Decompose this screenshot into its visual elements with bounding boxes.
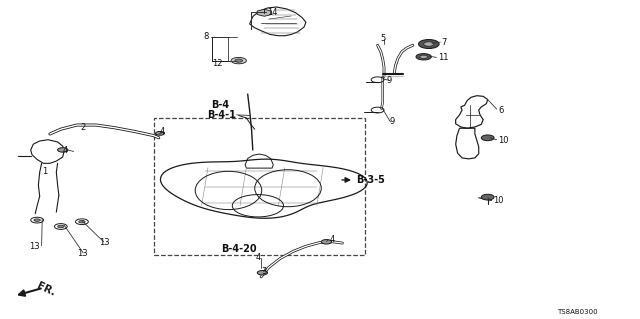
Text: 12: 12 xyxy=(212,59,223,68)
Ellipse shape xyxy=(321,240,332,244)
Ellipse shape xyxy=(481,194,494,200)
Polygon shape xyxy=(257,9,271,16)
Ellipse shape xyxy=(416,54,431,60)
Text: 14: 14 xyxy=(268,8,278,17)
Ellipse shape xyxy=(34,219,40,221)
Ellipse shape xyxy=(420,55,428,58)
Text: 4: 4 xyxy=(63,146,68,155)
Text: 3: 3 xyxy=(261,267,266,276)
Text: 8: 8 xyxy=(204,32,209,41)
Text: 10: 10 xyxy=(498,136,508,145)
Ellipse shape xyxy=(481,135,494,141)
Text: 1: 1 xyxy=(42,167,47,176)
Ellipse shape xyxy=(58,225,64,228)
Text: B-4-20: B-4-20 xyxy=(221,244,257,255)
Text: 10: 10 xyxy=(493,197,503,205)
Ellipse shape xyxy=(419,40,439,48)
Text: 7: 7 xyxy=(442,38,447,47)
Ellipse shape xyxy=(79,220,85,223)
Ellipse shape xyxy=(156,131,164,135)
Text: 4: 4 xyxy=(256,253,261,262)
Ellipse shape xyxy=(231,57,246,64)
Text: FR.: FR. xyxy=(35,280,57,298)
Text: 9: 9 xyxy=(387,76,392,85)
Text: 13: 13 xyxy=(29,242,40,251)
Text: 9: 9 xyxy=(389,117,394,126)
Text: 13: 13 xyxy=(77,249,88,258)
Ellipse shape xyxy=(424,42,434,46)
Text: B-3-5: B-3-5 xyxy=(356,175,385,185)
Text: 13: 13 xyxy=(99,238,110,247)
Text: B-4-1: B-4-1 xyxy=(207,110,236,121)
Ellipse shape xyxy=(58,148,68,152)
Text: 2: 2 xyxy=(81,123,86,132)
Text: 4: 4 xyxy=(330,235,335,244)
Text: 4: 4 xyxy=(160,127,165,136)
Text: 5: 5 xyxy=(381,34,386,43)
Text: TS8AB0300: TS8AB0300 xyxy=(557,309,597,315)
Text: 11: 11 xyxy=(438,53,449,62)
Text: 6: 6 xyxy=(498,106,503,115)
Ellipse shape xyxy=(235,59,243,62)
Bar xyxy=(154,118,365,255)
Text: B-4: B-4 xyxy=(211,100,229,110)
Ellipse shape xyxy=(257,271,268,275)
